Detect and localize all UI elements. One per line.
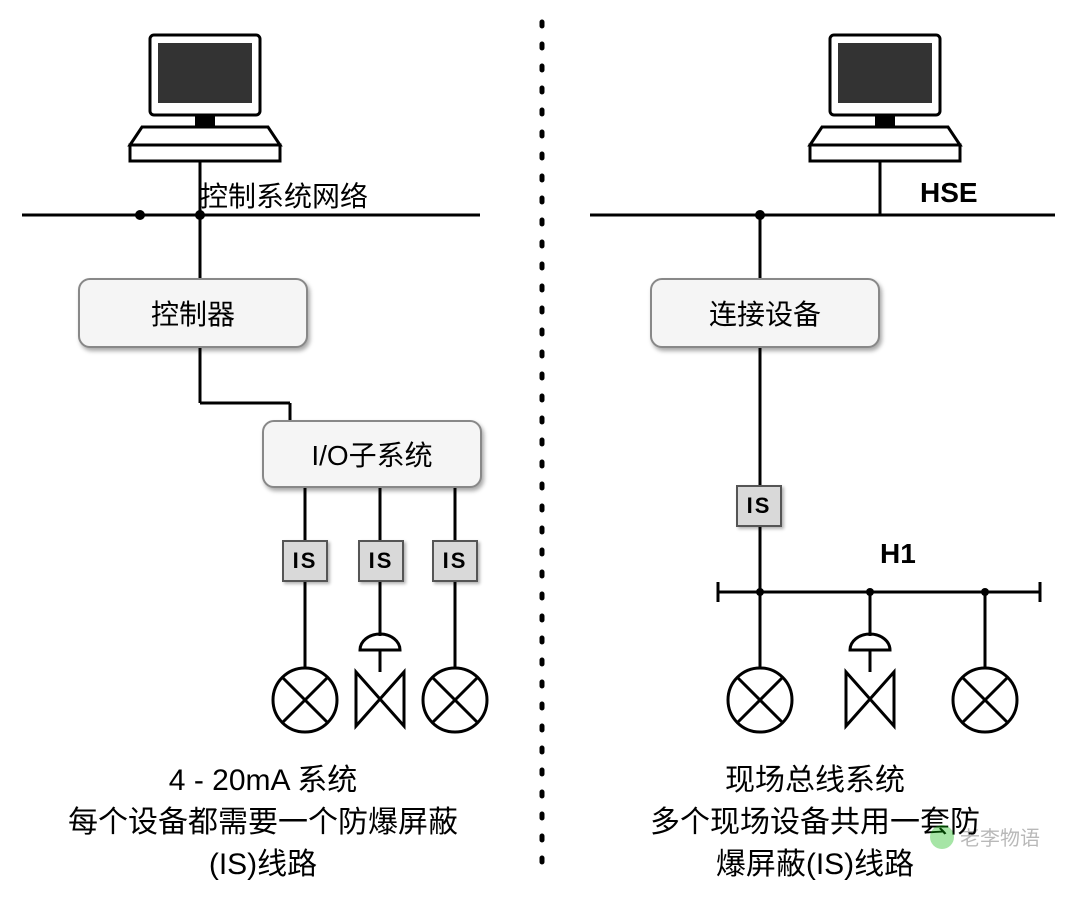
left-caption-line3: (IS)线路 <box>18 844 508 886</box>
right-is-box: IS <box>736 485 782 527</box>
wechat-icon <box>930 825 954 849</box>
io-subsystem-box: I/O子系统 <box>262 420 482 488</box>
io-label: I/O子系统 <box>311 434 432 474</box>
right-caption-line1: 现场总线系统 <box>570 760 1060 802</box>
linker-box: 连接设备 <box>650 278 880 348</box>
left-caption-line2: 每个设备都需要一个防爆屏蔽 <box>18 802 508 844</box>
linker-label: 连接设备 <box>709 293 821 333</box>
left-bus-label: 控制系统网络 <box>200 175 368 215</box>
diagram-canvas: 控制系统网络 HSE H1 控制器 I/O子系统 连接设备 IS IS IS I… <box>0 0 1080 897</box>
right-bus-label: HSE <box>920 177 978 209</box>
h1-label: H1 <box>880 538 916 570</box>
left-caption-line1: 4 - 20mA 系统 <box>18 760 508 802</box>
left-bus-node-1 <box>135 210 145 220</box>
controller-box: 控制器 <box>78 278 308 348</box>
watermark-text: 老李物语 <box>960 822 1040 851</box>
left-is-box-2: IS <box>358 540 404 582</box>
left-device-2-valve <box>356 634 404 726</box>
left-is-box-3: IS <box>432 540 478 582</box>
controller-label: 控制器 <box>151 293 235 333</box>
right-computer-icon <box>810 35 960 161</box>
left-caption: 4 - 20mA 系统 每个设备都需要一个防爆屏蔽 (IS)线路 <box>18 760 508 886</box>
watermark: 老李物语 <box>930 822 1040 851</box>
left-is-box-1: IS <box>282 540 328 582</box>
left-computer-icon <box>130 35 280 161</box>
right-device-2-valve <box>846 634 894 726</box>
